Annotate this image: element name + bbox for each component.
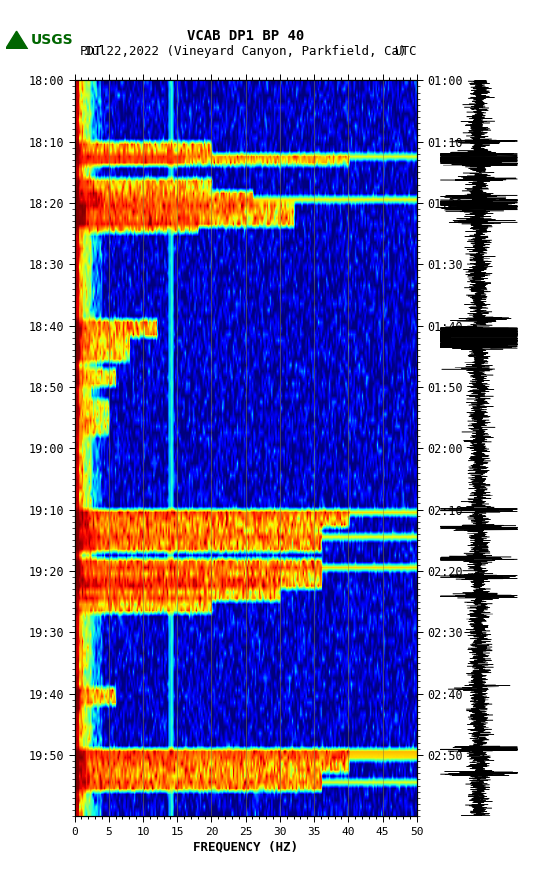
Text: PDT: PDT xyxy=(80,45,103,58)
X-axis label: FREQUENCY (HZ): FREQUENCY (HZ) xyxy=(193,841,298,854)
Text: Jul22,2022 (Vineyard Canyon, Parkfield, Ca): Jul22,2022 (Vineyard Canyon, Parkfield, … xyxy=(84,45,407,58)
Polygon shape xyxy=(6,31,28,49)
Text: UTC: UTC xyxy=(394,45,417,58)
Text: USGS: USGS xyxy=(30,33,73,47)
Text: VCAB DP1 BP 40: VCAB DP1 BP 40 xyxy=(187,29,304,43)
